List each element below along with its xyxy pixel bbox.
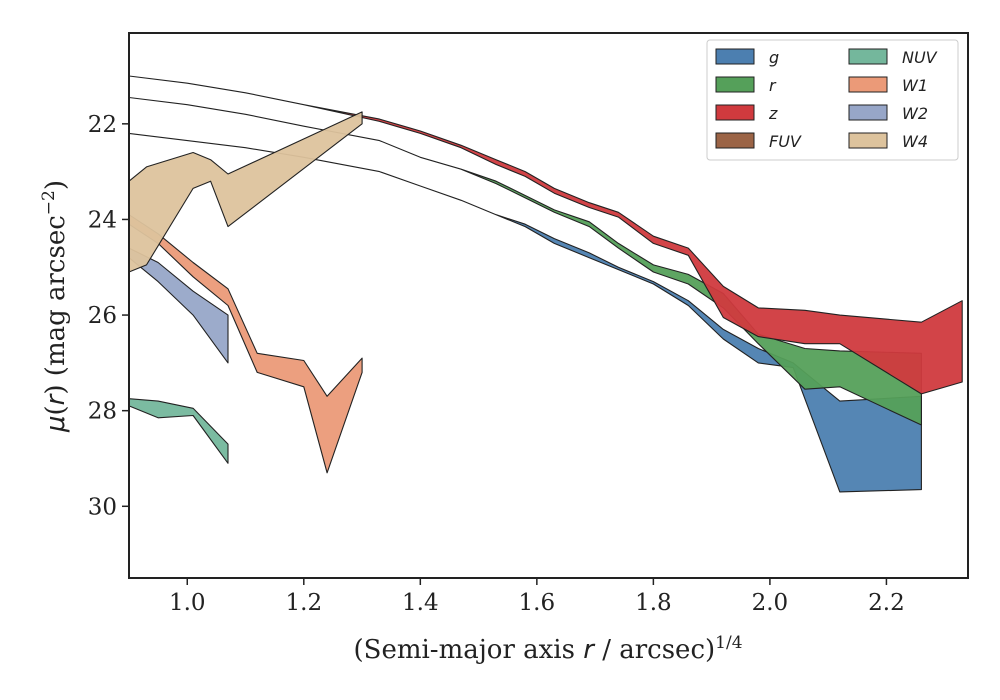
legend-swatch-w2 [848,104,888,121]
x-tick-label: 1.8 [635,590,672,616]
legend-swatch-g [715,48,755,65]
x-tick-label: 1.6 [519,590,556,616]
x-tick-label: 1.0 [169,590,206,616]
legend-swatch-w1 [848,76,888,93]
legend-swatch-z [715,104,755,121]
y-tick-label: 26 [88,303,117,329]
legend-label-g: g [769,48,779,67]
legend-swatch-fuv [715,132,755,149]
legend-label-fuv: FUV [769,132,802,151]
legend-label-r: r [769,76,777,95]
y-tick-label: 24 [88,207,117,233]
legend-swatch-nuv [848,48,888,65]
legend-label-w1: W1 [902,76,928,95]
legend-swatch-w4 [848,132,888,149]
y-axis-label: μ(r) (mag arcsec−2) [39,180,71,433]
x-tick-label: 2.2 [868,590,905,616]
x-axis-label: (Semi-major axis r / arcsec)1/4 [353,633,742,665]
band-z [128,75,963,395]
x-tick-label: 1.2 [286,590,323,616]
legend-label-w4: W4 [902,132,928,151]
legend-label-w2: W2 [902,104,928,123]
x-tick-label: 1.4 [402,590,439,616]
y-tick-label: 22 [88,112,117,138]
plot-frame [128,32,969,579]
legend-box [706,39,959,161]
profile-bands [128,75,963,493]
axes: 1.0 1.2 1.4 1.6 1.8 2.0 2.2 22 24 26 28 30 [88,32,969,616]
legend-label-z: z [768,104,778,123]
x-tick-label: 2.0 [752,590,789,616]
band-w1 [128,214,363,474]
band-w4 [128,111,363,273]
legend-swatch-r [715,76,755,93]
legend: grz FUV NUV W1 W2 W4 [706,39,959,161]
y-tick-label: 28 [88,399,117,425]
band-g [128,132,922,493]
y-tick-label: 30 [88,494,117,520]
legend-label-nuv: NUV [902,48,938,67]
band-nuv [128,398,229,464]
